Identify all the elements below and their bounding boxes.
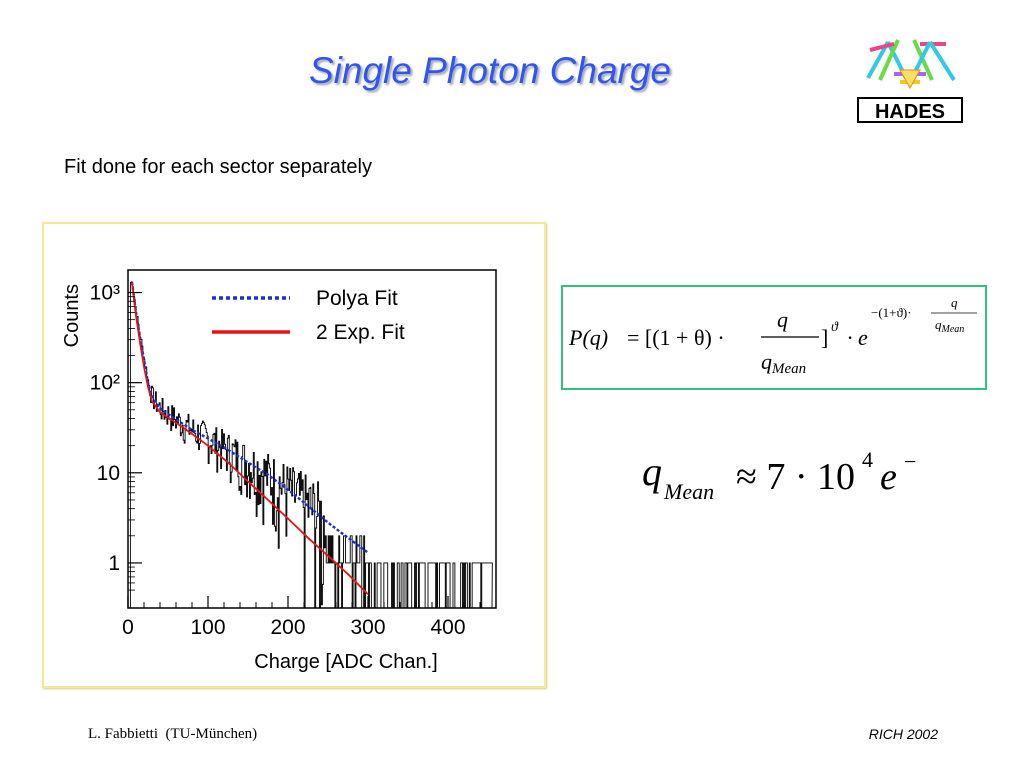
hades-detector-logo-icon: HADES xyxy=(857,39,963,123)
formula-lhs: P(q) xyxy=(568,325,608,350)
formula-frac-num: q xyxy=(777,307,788,332)
qmean-approx: ≈ 7 · 10 xyxy=(736,456,855,498)
qmean-sub: Mean xyxy=(663,479,714,504)
y-tick-label: 1 xyxy=(108,552,120,575)
spectrum-plot: 0 100 200 300 400 1 10 10² 10³ Polya Fit 2 Exp. F… xyxy=(42,222,546,688)
plot-area xyxy=(127,269,497,609)
y-axis-label: Counts xyxy=(61,284,83,347)
formula-exp-den: qMean xyxy=(935,317,964,335)
x-axis-label: Charge [ADC Chan.] xyxy=(254,651,437,673)
x-tick-label: 300 xyxy=(350,616,385,639)
slide-subtitle: Fit done for each sector separately xyxy=(64,156,372,178)
two-exp-fit-line xyxy=(131,282,369,595)
formula-dot-e: · e xyxy=(847,325,868,350)
qmean-minus: − xyxy=(904,449,916,474)
axes: 0 100 200 300 400 1 10 10² 10³ xyxy=(90,282,481,639)
hades-logo-text: HADES xyxy=(875,101,945,123)
y-tick-label: 10³ xyxy=(90,282,120,305)
histogram xyxy=(129,281,493,609)
footer-author: L. Fabbietti (TU-München) xyxy=(88,726,258,742)
formula-theta-exp: ϑ xyxy=(831,320,839,335)
polya-formula: P(q) = [(1 + θ) · q qMean ] ϑ · e −(1+ϑ)… xyxy=(561,285,987,390)
y-tick-label: 10 xyxy=(97,462,120,485)
x-tick-label: 0 xyxy=(122,616,134,639)
formula-open: = [(1 + θ) · xyxy=(627,325,725,350)
formula-frac-den: qMean xyxy=(761,349,806,377)
y-tick-label: 10² xyxy=(90,372,120,395)
legend-2exp-label: 2 Exp. Fit xyxy=(316,321,405,344)
qmean-e: e xyxy=(880,456,897,498)
x-tick-label: 200 xyxy=(270,616,305,639)
x-tick-label: 100 xyxy=(190,616,225,639)
hades-logo: HADES xyxy=(850,30,970,130)
legend-polya-label: Polya Fit xyxy=(316,287,398,310)
polya-fit-line xyxy=(130,282,369,554)
qmean-power: 4 xyxy=(862,447,873,472)
footer-event: RICH 2002 xyxy=(868,726,938,742)
qmean-formula: q Mean ≈ 7 · 10 4 e − xyxy=(640,445,960,515)
histogram-data xyxy=(129,281,493,609)
spectrum-chart: 0 100 200 300 400 1 10 10² 10³ Polya Fit 2 Exp. F… xyxy=(61,269,497,673)
slide-title: Single Photon Charge xyxy=(308,50,672,91)
fit-curves xyxy=(130,282,369,595)
formula-close: ] xyxy=(821,325,828,350)
formula-exp-num: q xyxy=(951,295,958,310)
formula-exp-term: −(1+ϑ)· xyxy=(871,305,912,320)
qmean-q: q xyxy=(642,449,662,494)
legend: Polya Fit 2 Exp. Fit xyxy=(212,287,405,344)
x-tick-label: 400 xyxy=(430,616,465,639)
